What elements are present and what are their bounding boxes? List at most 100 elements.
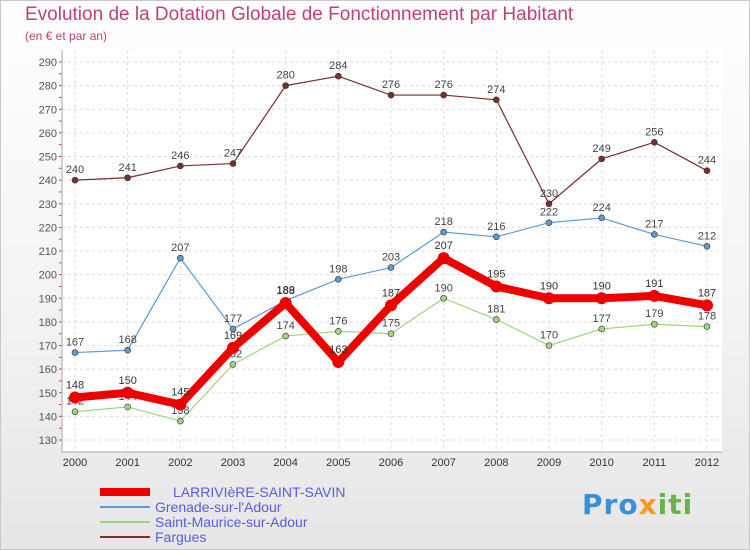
data-label: 198	[329, 263, 347, 275]
data-point	[598, 214, 605, 222]
data-point	[545, 200, 553, 208]
data-label: 170	[540, 330, 558, 342]
data-label: 217	[645, 218, 663, 230]
data-label: 188	[276, 285, 294, 297]
data-point	[69, 391, 81, 404]
data-point	[227, 341, 239, 354]
data-label: 224	[592, 202, 610, 214]
data-label: 191	[645, 278, 663, 290]
proxiti-logo: Proxiti	[582, 488, 694, 521]
y-tick-label: 190	[39, 293, 57, 305]
y-tick-label: 250	[39, 152, 57, 164]
data-point	[71, 349, 79, 356]
data-label: 150	[118, 375, 136, 387]
data-label: 167	[66, 337, 84, 349]
y-tick-label: 150	[39, 388, 57, 400]
y-tick-label: 160	[39, 364, 57, 376]
data-label: 168	[118, 334, 136, 346]
legend-label: Grenade-sur-l'Adour	[155, 499, 282, 515]
data-label: 249	[592, 143, 610, 155]
x-tick-label: 2000	[63, 457, 87, 469]
x-tick-label: 2010	[589, 457, 613, 469]
data-label: 274	[487, 84, 505, 96]
data-point	[595, 292, 608, 305]
data-point	[282, 332, 289, 340]
data-label: 241	[118, 162, 136, 174]
chart-subtitle: (en € et par an)	[25, 29, 108, 43]
data-label: 195	[487, 268, 505, 280]
x-tick-label: 2005	[326, 457, 350, 469]
data-point	[335, 328, 342, 335]
data-label: 189	[276, 285, 294, 297]
data-label: 207	[434, 240, 452, 252]
data-point	[437, 252, 450, 265]
data-label: 163	[329, 344, 347, 356]
data-point	[387, 330, 395, 337]
data-point	[493, 316, 500, 323]
data-point	[598, 325, 605, 333]
legend-label: LARRIVIèRE-SAINT-SAVIN	[173, 484, 345, 500]
data-point	[493, 96, 500, 104]
x-tick-label: 2001	[115, 457, 139, 469]
data-point	[177, 417, 184, 425]
data-label: 280	[276, 70, 294, 82]
data-point	[229, 361, 237, 368]
data-point	[703, 167, 711, 174]
data-point	[124, 174, 131, 182]
data-label: 246	[171, 150, 189, 162]
data-label: 177	[592, 313, 610, 325]
data-point	[174, 398, 187, 411]
data-label: 276	[382, 79, 400, 91]
data-point	[440, 294, 447, 302]
data-label: 169	[224, 330, 242, 342]
data-label: 176	[329, 315, 347, 327]
legend-label: Fargues	[155, 529, 206, 545]
data-label: 240	[66, 164, 84, 176]
y-tick-label: 230	[39, 199, 57, 211]
data-point	[651, 139, 658, 146]
y-tick-label: 240	[39, 175, 57, 187]
x-tick-label: 2012	[695, 457, 719, 469]
data-point	[282, 82, 289, 89]
data-label: 179	[645, 308, 663, 320]
data-point	[493, 233, 500, 241]
data-label: 187	[698, 287, 716, 299]
data-point	[440, 91, 447, 99]
y-tick-label: 170	[39, 341, 57, 353]
data-label: 207	[171, 242, 189, 254]
data-label: 247	[224, 148, 242, 160]
x-tick-label: 2007	[431, 457, 455, 469]
data-point	[651, 231, 658, 238]
x-tick-label: 2003	[221, 457, 245, 469]
data-point	[279, 296, 292, 309]
data-label: 148	[66, 379, 84, 391]
data-point	[703, 242, 711, 250]
data-point	[387, 264, 395, 271]
data-label: 190	[540, 280, 558, 292]
data-point	[124, 346, 131, 354]
data-point	[229, 160, 237, 167]
data-point	[651, 320, 658, 328]
y-tick-label: 280	[39, 81, 57, 93]
y-tick-label: 210	[39, 246, 57, 258]
data-point	[545, 342, 553, 349]
data-label: 181	[487, 304, 505, 316]
x-tick-label: 2009	[537, 457, 561, 469]
data-point	[177, 254, 184, 262]
data-point	[387, 91, 395, 99]
x-tick-label: 2011	[643, 457, 667, 469]
data-point	[71, 176, 79, 184]
y-tick-label: 200	[39, 270, 57, 282]
data-label: 145	[171, 387, 189, 399]
y-tick-label: 140	[39, 411, 57, 423]
x-tick-label: 2004	[273, 457, 297, 469]
data-label: 174	[276, 320, 294, 332]
data-point	[71, 408, 79, 415]
data-label: 244	[698, 155, 716, 167]
y-tick-label: 260	[39, 128, 57, 140]
data-point	[598, 155, 605, 163]
data-label: 203	[382, 252, 400, 264]
y-tick-label: 290	[39, 57, 57, 69]
data-label: 212	[698, 230, 716, 242]
